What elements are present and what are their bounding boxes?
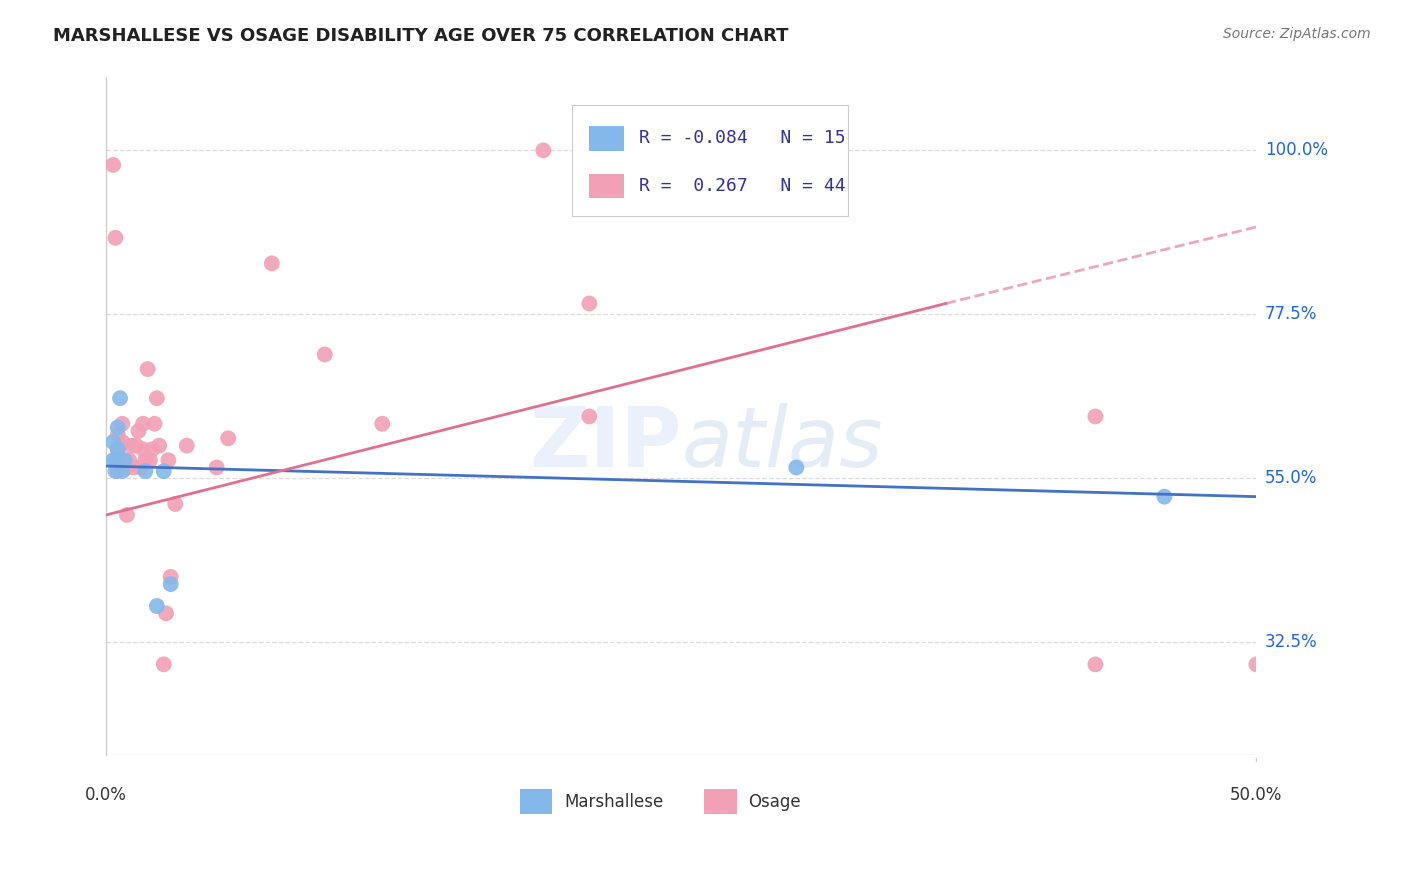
Point [107,420,129,434]
FancyBboxPatch shape [520,789,553,814]
Point [108,453,131,467]
Point [152,657,174,672]
Text: 32.5%: 32.5% [1265,633,1317,651]
Point [114,453,136,467]
Text: Osage: Osage [748,793,800,811]
Point [101,453,124,467]
Point [785,460,807,475]
Text: R = -0.084   N = 15: R = -0.084 N = 15 [638,129,845,147]
Point [104,464,127,478]
Point [1153,490,1175,504]
Point [107,427,129,442]
Point [143,417,166,431]
Text: 77.5%: 77.5% [1265,305,1317,324]
FancyBboxPatch shape [572,104,848,217]
Point [111,417,134,431]
Point [107,464,129,478]
Point [108,439,131,453]
Text: 0.0%: 0.0% [86,786,127,804]
Point [157,453,180,467]
Point [141,442,163,457]
Point [127,424,149,438]
Point [148,439,170,453]
Point [159,570,181,584]
Point [111,434,134,449]
Point [132,417,155,431]
Point [107,442,129,457]
Point [134,453,156,467]
Text: ZIP: ZIP [529,403,682,484]
FancyBboxPatch shape [589,174,624,198]
Point [107,442,129,457]
Point [115,508,138,522]
Text: Source: ZipAtlas.com: Source: ZipAtlas.com [1223,27,1371,41]
Point [111,464,134,478]
Point [1084,409,1107,424]
Point [101,434,124,449]
Point [122,460,145,475]
Point [136,362,159,376]
Point [104,453,127,467]
Point [260,256,283,270]
Point [134,464,156,478]
Text: 50.0%: 50.0% [1230,786,1282,804]
Text: atlas: atlas [682,403,883,484]
Point [115,460,138,475]
Text: Marshallese: Marshallese [564,793,664,811]
Point [314,347,336,361]
Point [139,453,162,467]
Point [129,460,152,475]
Point [146,599,169,613]
Point [1246,657,1268,672]
FancyBboxPatch shape [704,789,737,814]
Point [217,431,239,445]
FancyBboxPatch shape [589,127,624,151]
Point [104,231,127,245]
Point [159,577,181,591]
Point [146,391,169,405]
Point [578,296,600,310]
Point [108,391,131,405]
Text: 55.0%: 55.0% [1265,469,1317,487]
Point [114,453,136,467]
Point [1084,657,1107,672]
Text: MARSHALLESE VS OSAGE DISABILITY AGE OVER 75 CORRELATION CHART: MARSHALLESE VS OSAGE DISABILITY AGE OVER… [53,27,789,45]
Point [371,417,394,431]
Point [165,497,187,511]
Point [132,442,155,457]
Point [155,607,177,621]
Point [205,460,228,475]
Text: 100.0%: 100.0% [1265,141,1327,160]
Point [531,144,554,158]
Point [121,439,143,453]
Point [578,409,600,424]
Point [152,464,174,478]
Point [125,439,148,453]
Text: R =  0.267   N = 44: R = 0.267 N = 44 [638,177,845,195]
Point [101,158,124,172]
Point [118,453,141,467]
Point [176,439,198,453]
